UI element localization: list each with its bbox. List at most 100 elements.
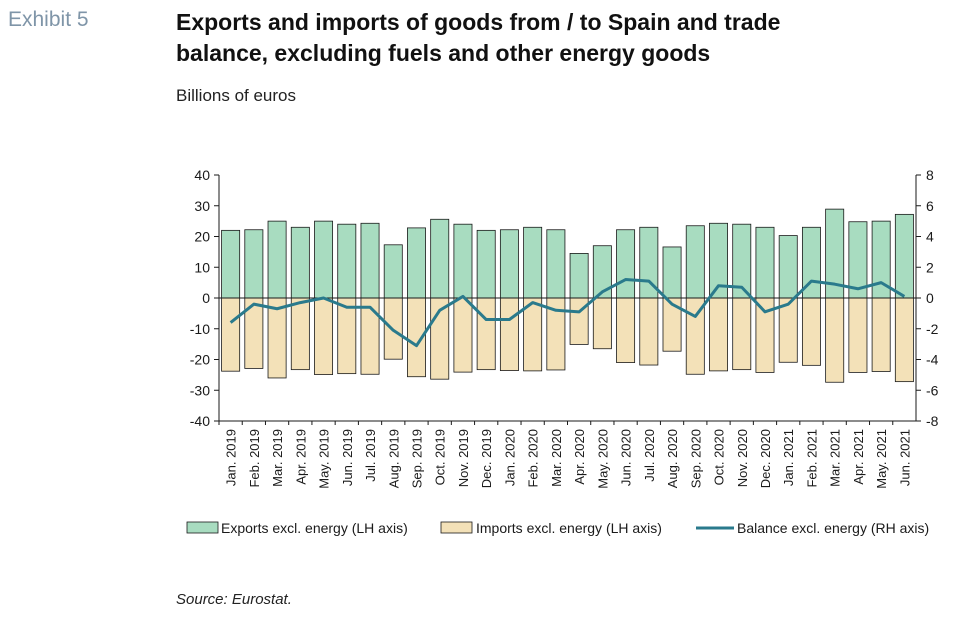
x-tick-label: Apr. 2020: [572, 429, 587, 485]
left-tick-label: -40: [190, 413, 210, 429]
x-tick-label: Jul. 2019: [363, 429, 378, 482]
export-bar: [221, 229, 241, 299]
x-tick-label: Nov. 2020: [735, 429, 750, 487]
right-tick-label: 6: [926, 198, 934, 214]
x-tick-label: Feb. 2019: [247, 429, 262, 488]
right-tick-label: 8: [926, 167, 934, 183]
x-tick-label: Jun. 2020: [619, 429, 634, 486]
import-bar: [360, 297, 380, 375]
export-bar: [360, 222, 380, 299]
x-tick-label: Apr. 2021: [851, 429, 866, 485]
x-tick-label: May. 2021: [874, 429, 889, 489]
import-bar: [221, 297, 241, 372]
export-bar: [662, 246, 682, 299]
export-bar: [755, 226, 775, 299]
import-bar: [499, 297, 519, 371]
left-tick-label: 20: [194, 229, 210, 245]
import-bar: [476, 297, 496, 371]
right-tick-label: -2: [926, 321, 939, 337]
legend-label-exports: Exports excl. energy (LH axis): [221, 520, 408, 536]
x-tick-label: Mar. 2019: [270, 429, 285, 487]
right-tick-label: 4: [926, 229, 934, 245]
import-bar: [894, 297, 914, 383]
x-tick-label: Jan. 2019: [224, 429, 239, 486]
x-tick-label: Dec. 2020: [758, 429, 773, 488]
export-bar: [244, 229, 264, 299]
import-bar: [709, 297, 728, 372]
export-bar: [407, 227, 426, 299]
export-bar: [569, 253, 589, 299]
x-tick-label: Dec. 2019: [479, 429, 494, 488]
import-bar: [314, 297, 334, 375]
right-tick-label: 0: [926, 290, 934, 306]
x-tick-label: Feb. 2021: [804, 429, 819, 488]
right-tick-label: -4: [926, 352, 939, 368]
export-bar: [685, 225, 705, 299]
x-tick-label: May. 2019: [317, 429, 332, 489]
x-tick-label: Jan. 2021: [781, 429, 796, 486]
export-bar: [337, 223, 357, 299]
x-tick-label: May. 2020: [595, 429, 610, 489]
chart-title: Exports and imports of goods from / to S…: [176, 7, 936, 69]
left-tick-label: 30: [194, 198, 210, 214]
x-tick-label: Jun. 2021: [897, 429, 912, 486]
x-tick-label: Oct. 2020: [712, 429, 727, 485]
export-bar: [499, 229, 519, 299]
chart-title-line-2: balance, excluding fuels and other energ…: [176, 40, 711, 66]
export-bar: [546, 229, 566, 299]
left-tick-label: 40: [194, 167, 210, 183]
left-tick-label: -10: [190, 321, 210, 337]
exhibit-label: Exhibit 5: [8, 8, 89, 31]
import-bar: [871, 297, 891, 372]
x-tick-label: Sep. 2020: [688, 429, 703, 488]
import-bar: [592, 297, 612, 350]
left-tick-label: -20: [190, 352, 210, 368]
export-bar: [616, 229, 636, 299]
legend-swatch-exports: [186, 521, 219, 534]
source-note: Source: Eurostat.: [176, 591, 292, 608]
legend-swatch-imports: [440, 521, 473, 534]
right-tick-label: 2: [926, 259, 934, 275]
import-bar: [825, 297, 845, 383]
export-bar: [476, 229, 496, 299]
x-tick-label: Jan. 2020: [502, 429, 517, 486]
import-bar: [290, 297, 310, 371]
import-bar: [801, 297, 821, 366]
export-bar: [267, 220, 287, 299]
x-tick-label: Aug. 2020: [665, 429, 680, 488]
export-bar: [523, 226, 543, 299]
x-tick-label: Mar. 2020: [549, 429, 564, 487]
import-bar: [616, 297, 636, 363]
chart-subtitle: Billions of euros: [176, 86, 297, 105]
legend-label-imports: Imports excl. energy (LH axis): [476, 520, 662, 536]
right-tick-label: -6: [926, 382, 939, 398]
x-tick-label: Oct. 2019: [433, 429, 448, 485]
x-tick-label: Sep. 2019: [409, 429, 424, 488]
import-bar: [453, 297, 473, 373]
left-tick-label: 10: [194, 259, 210, 275]
left-tick-label: -30: [190, 382, 210, 398]
export-bar: [430, 218, 450, 299]
x-tick-label: Jul. 2020: [642, 429, 657, 482]
x-tick-label: Mar. 2021: [828, 429, 843, 487]
x-tick-label: Apr. 2019: [293, 429, 308, 485]
left-tick-label: 0: [202, 290, 210, 306]
export-bar: [314, 220, 334, 299]
x-tick-label: Aug. 2019: [386, 429, 401, 488]
import-bar: [337, 297, 357, 375]
import-bar: [639, 297, 659, 366]
export-bar: [383, 244, 403, 299]
legend-label-balance: Balance excl. energy (RH axis): [737, 520, 929, 536]
right-tick-label: -8: [926, 413, 939, 429]
export-bar: [894, 213, 914, 299]
import-bar: [848, 297, 868, 373]
balance-line: [229, 278, 906, 348]
x-tick-label: Nov. 2019: [456, 429, 471, 487]
x-tick-label: Jun. 2019: [340, 429, 355, 486]
export-bar: [778, 235, 798, 299]
import-bar: [732, 297, 752, 371]
x-tick-label: Feb. 2020: [526, 429, 541, 488]
chart-title-line-1: Exports and imports of goods from / to S…: [176, 9, 781, 35]
export-bar: [453, 223, 473, 299]
